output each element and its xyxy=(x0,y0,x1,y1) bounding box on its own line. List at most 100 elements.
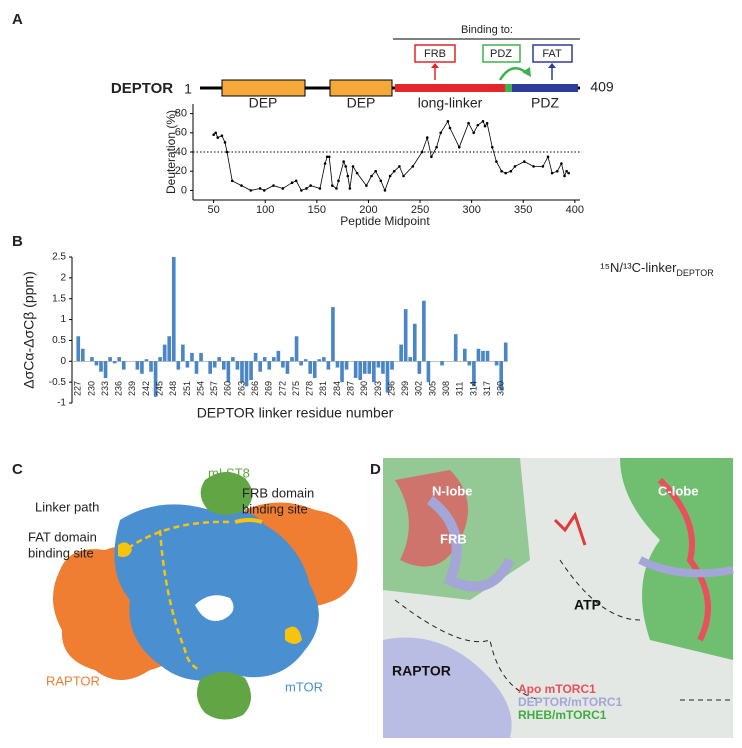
data-point xyxy=(398,165,401,168)
data-point xyxy=(342,160,345,163)
y-tick-label: 1 xyxy=(60,314,66,325)
x-tick-label: 100 xyxy=(256,204,274,216)
x-tick-label: 350 xyxy=(514,204,532,216)
bar xyxy=(176,361,181,370)
bar xyxy=(81,348,85,362)
data-point xyxy=(448,126,452,130)
data-point xyxy=(485,121,489,125)
x-tick-label: 257 xyxy=(209,381,219,396)
bar xyxy=(94,361,99,366)
x-tick-label: 320 xyxy=(496,381,506,396)
bar xyxy=(221,361,226,370)
data-point xyxy=(346,174,350,178)
x-tick-label: 263 xyxy=(236,381,246,396)
bar xyxy=(494,361,499,366)
data-point xyxy=(327,155,331,159)
bar xyxy=(358,361,363,381)
y-tick-label: 1.5 xyxy=(52,293,66,304)
data-point xyxy=(305,187,308,190)
bar xyxy=(385,361,390,393)
x-tick-label: 50 xyxy=(208,204,220,216)
data-point xyxy=(272,184,275,187)
x-tick-label: 266 xyxy=(250,381,260,396)
bar xyxy=(99,361,103,372)
bar xyxy=(140,361,144,374)
bar xyxy=(476,348,481,362)
boundary xyxy=(394,559,730,701)
bar xyxy=(294,336,299,362)
bar xyxy=(217,357,222,362)
data-point xyxy=(379,179,383,183)
ribbon xyxy=(638,556,734,578)
bar xyxy=(76,336,81,362)
data-point xyxy=(560,162,563,165)
bar xyxy=(281,361,285,368)
arrow xyxy=(498,67,529,81)
arrow xyxy=(522,67,531,77)
bar xyxy=(372,361,376,383)
ribbon xyxy=(657,477,711,642)
site-label: FAT xyxy=(542,48,562,60)
bar xyxy=(472,361,476,387)
arrow xyxy=(431,63,439,68)
fat-label: FAT domain xyxy=(28,529,97,544)
site-box xyxy=(482,44,521,63)
data-point xyxy=(532,165,535,168)
bar xyxy=(190,352,194,362)
x-tick-label: 227 xyxy=(73,381,83,396)
data-point xyxy=(335,187,338,190)
frb-label: binding site xyxy=(242,501,308,516)
cavity xyxy=(195,595,234,621)
end-residue: 409 xyxy=(590,79,614,95)
data-point xyxy=(258,187,262,190)
bar xyxy=(149,361,153,372)
fat-label: binding site xyxy=(28,545,94,560)
data-point xyxy=(374,169,377,173)
y-tick-label: 80 xyxy=(175,108,187,120)
frb-label: FRB domain xyxy=(242,485,314,500)
data-point xyxy=(383,189,387,192)
x-tick-label: 250 xyxy=(411,204,429,216)
binding-header: Binding to: xyxy=(461,24,513,36)
data-point xyxy=(216,136,220,139)
bar xyxy=(235,361,240,370)
bar xyxy=(422,300,426,362)
domain-bar xyxy=(505,84,512,92)
bar xyxy=(208,361,212,374)
bar xyxy=(462,348,467,362)
x-tick-label: 239 xyxy=(127,381,137,396)
y-tick-label: 40 xyxy=(175,146,187,158)
x-tick-label: 308 xyxy=(441,381,451,396)
frb-label: FRB xyxy=(440,531,467,546)
data-point xyxy=(223,141,227,144)
x-tick-label: 260 xyxy=(223,381,233,396)
bar xyxy=(408,357,413,362)
bar xyxy=(240,361,244,383)
bar xyxy=(440,361,444,366)
bar xyxy=(158,357,162,362)
data-point xyxy=(294,179,298,183)
data-point xyxy=(430,155,433,159)
data-point xyxy=(212,133,215,137)
bar xyxy=(481,350,485,362)
data-point xyxy=(323,162,327,165)
bar xyxy=(103,361,108,378)
data-point xyxy=(331,184,334,187)
bar xyxy=(344,361,349,370)
bar xyxy=(362,361,367,374)
x-tick-label: 248 xyxy=(168,381,178,396)
data-point xyxy=(309,184,312,187)
data-point xyxy=(483,124,487,128)
y-axis-label: ΔσCα-ΔσCβ (ppm) xyxy=(21,271,37,388)
domain-label: PDZ xyxy=(531,95,559,111)
bar xyxy=(353,361,358,378)
protein-name: DEPTOR xyxy=(111,80,173,97)
x-tick-label: 254 xyxy=(195,381,205,396)
data-point xyxy=(388,174,392,178)
arrow xyxy=(548,63,556,68)
bar xyxy=(167,336,172,362)
data-point xyxy=(546,155,550,159)
data-point xyxy=(225,150,229,154)
x-tick-label: 245 xyxy=(155,381,165,396)
domain-label: long-linker xyxy=(418,95,483,111)
